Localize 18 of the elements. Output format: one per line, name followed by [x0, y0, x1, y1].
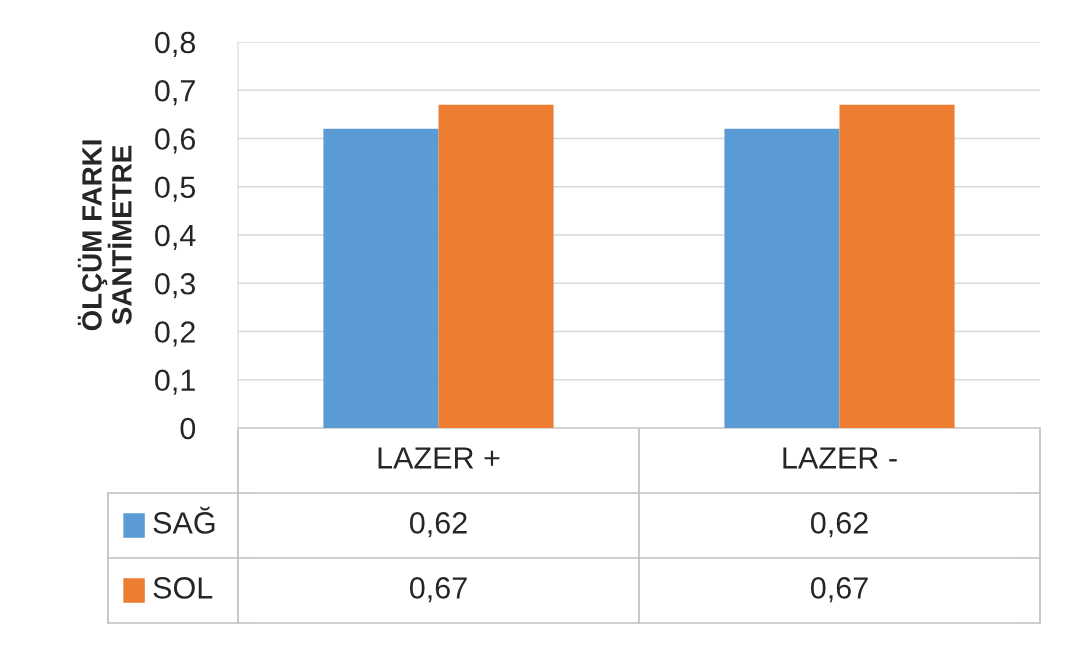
data-label: 0,62 — [810, 512, 868, 538]
legend-label: SAĞ — [153, 506, 215, 534]
y-tick-label: 0,1 — [155, 369, 195, 395]
y-tick-label: 0 — [180, 417, 196, 440]
y-tick-label: 0,7 — [155, 79, 195, 106]
y-axis-title: ÖLÇÜM FARKI SANTİMETRE — [77, 140, 132, 331]
x-tick-label: LAZER - — [783, 447, 897, 469]
data-label: 0,67 — [409, 577, 467, 603]
y-tick-label: 0,8 — [155, 31, 196, 57]
x-tick-label: LAZER + — [378, 447, 500, 469]
legend-label: SOL — [153, 577, 213, 599]
y-tick-label: 0,3 — [155, 272, 195, 299]
y-tick-label: 0,6 — [155, 128, 195, 154]
y-tick-label: 0,2 — [155, 321, 195, 347]
data-label: 0,62 — [409, 512, 467, 538]
data-label: 0,67 — [810, 577, 868, 603]
y-tick-label: 0,4 — [155, 224, 196, 250]
y-tick-label: 0,5 — [155, 176, 196, 202]
